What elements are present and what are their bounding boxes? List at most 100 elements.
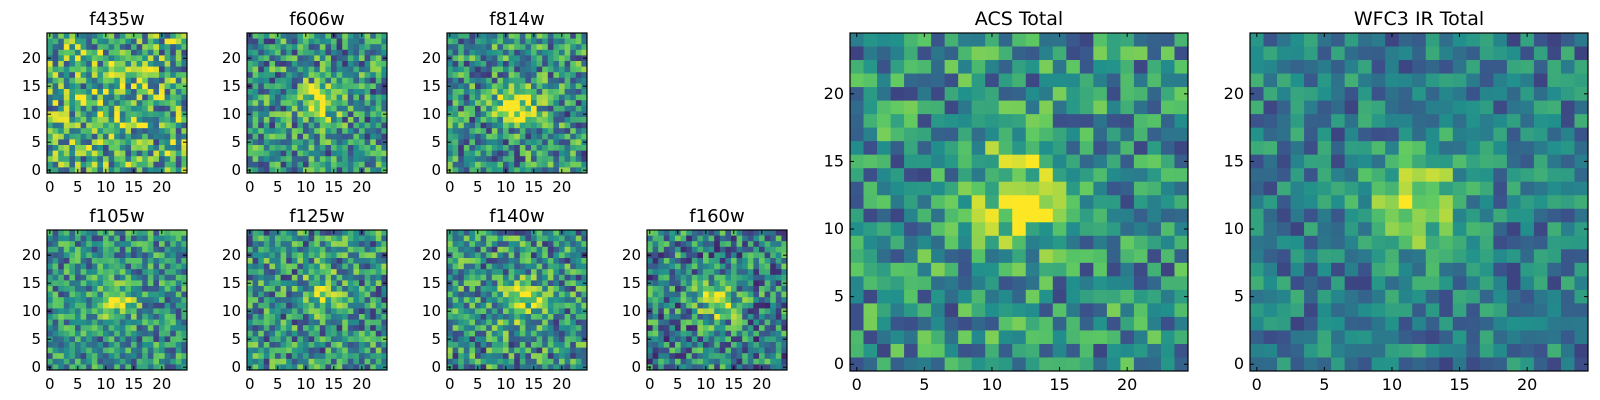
heatmap-cell bbox=[547, 314, 554, 320]
heatmap-cell bbox=[75, 38, 81, 45]
heatmap-cell bbox=[553, 139, 560, 146]
heatmap-cell bbox=[714, 286, 721, 292]
heatmap-cell bbox=[319, 77, 326, 84]
heatmap-cell bbox=[703, 325, 709, 332]
heatmap-cell bbox=[1120, 208, 1135, 223]
heatmap-cell bbox=[658, 364, 665, 371]
heatmap-cell bbox=[108, 241, 115, 248]
heatmap-cell bbox=[531, 241, 537, 248]
heatmap-cell bbox=[1066, 181, 1081, 196]
heatmap-cell bbox=[252, 258, 259, 264]
heatmap-cell bbox=[258, 235, 265, 242]
heatmap-cell bbox=[325, 122, 332, 129]
heatmap-cell bbox=[697, 319, 704, 326]
heatmap-cell bbox=[308, 111, 315, 118]
heatmap-cell bbox=[647, 263, 653, 270]
heatmap-cell bbox=[658, 302, 665, 309]
heatmap-cell bbox=[753, 358, 760, 365]
heatmap-cell bbox=[297, 330, 304, 337]
heatmap-cell bbox=[491, 274, 498, 281]
heatmap-cell bbox=[58, 358, 65, 365]
heatmap-cell bbox=[536, 258, 543, 264]
heatmap-cell bbox=[275, 122, 281, 129]
heatmap-cell bbox=[890, 141, 905, 156]
heatmap-cell bbox=[252, 61, 259, 67]
heatmap-cell bbox=[575, 286, 582, 292]
heatmap-cell bbox=[170, 308, 177, 315]
heatmap-cell bbox=[1093, 208, 1108, 223]
heatmap-cell bbox=[971, 127, 986, 142]
heatmap-cell bbox=[86, 145, 93, 151]
heatmap-cell bbox=[531, 44, 537, 51]
heatmap-cell bbox=[370, 342, 377, 348]
heatmap-cell bbox=[80, 325, 87, 332]
heatmap-cells bbox=[447, 33, 588, 174]
heatmap-cell bbox=[114, 105, 121, 112]
heatmap-cell bbox=[125, 161, 132, 168]
heatmap-cell bbox=[314, 342, 321, 348]
heatmap-cell bbox=[263, 105, 270, 112]
heatmap-cell bbox=[917, 195, 932, 210]
heatmap-cell bbox=[877, 222, 891, 237]
heatmap-cell bbox=[131, 258, 137, 264]
heatmap-cell bbox=[275, 286, 281, 292]
heatmap-cell bbox=[80, 66, 87, 73]
heatmap-cell bbox=[181, 258, 188, 264]
heatmap-cell bbox=[458, 111, 465, 118]
heatmap-cell bbox=[119, 83, 126, 90]
x-tick-label: 20 bbox=[552, 375, 571, 393]
heatmap-cell bbox=[170, 156, 177, 163]
heatmap-cell bbox=[480, 291, 487, 298]
heatmap-cell bbox=[297, 291, 304, 298]
heatmap-cell bbox=[531, 122, 537, 129]
heatmap-cell bbox=[675, 302, 681, 309]
heatmap-cell bbox=[47, 66, 53, 73]
heatmap-cell bbox=[303, 353, 309, 360]
heatmap-cell bbox=[759, 280, 765, 287]
heatmap-cell bbox=[153, 258, 160, 264]
heatmap-cell bbox=[353, 230, 360, 236]
heatmap-cell bbox=[314, 77, 321, 84]
heatmap-cell bbox=[475, 122, 481, 129]
heatmap-cell bbox=[663, 319, 670, 326]
heatmap-cell bbox=[525, 117, 532, 123]
heatmap-cell bbox=[850, 208, 864, 223]
heatmap-cell bbox=[353, 111, 360, 118]
heatmap-cell bbox=[775, 241, 782, 248]
heatmap-cell bbox=[731, 342, 737, 348]
heatmap-cell bbox=[263, 246, 270, 253]
heatmap-cell bbox=[286, 77, 293, 84]
heatmap-cell bbox=[381, 49, 388, 56]
heatmap-cell bbox=[280, 364, 287, 371]
heatmap-cell bbox=[147, 325, 154, 332]
heatmap-cell bbox=[1039, 114, 1054, 129]
heatmap-cell bbox=[652, 241, 659, 248]
heatmap-cell bbox=[708, 308, 715, 315]
heatmap-cell bbox=[119, 302, 126, 309]
heatmap-cell bbox=[170, 258, 177, 264]
heatmap-cell bbox=[658, 274, 665, 281]
heatmap-cell bbox=[275, 358, 281, 365]
heatmap-cell bbox=[359, 44, 365, 51]
heatmap-cell bbox=[514, 252, 521, 259]
heatmap-cell bbox=[119, 49, 126, 56]
heatmap-cell bbox=[697, 235, 704, 242]
heatmap-cell bbox=[514, 302, 521, 309]
heatmap-cell bbox=[175, 133, 182, 140]
heatmap-cell bbox=[114, 230, 121, 236]
heatmap-cell bbox=[581, 263, 588, 270]
heatmap-cell bbox=[275, 235, 281, 242]
heatmap-cell bbox=[497, 314, 504, 320]
heatmap-cell bbox=[291, 133, 298, 140]
heatmap-cell bbox=[781, 342, 788, 348]
heatmap-cell bbox=[181, 291, 188, 298]
heatmap-cell bbox=[97, 100, 104, 107]
heatmap-cell bbox=[675, 263, 681, 270]
heatmap-cell bbox=[686, 297, 693, 304]
heatmap-cell bbox=[97, 325, 104, 332]
heatmap-cell bbox=[91, 280, 98, 287]
x-tick-label: 0 bbox=[245, 375, 255, 393]
heatmap-cell bbox=[263, 94, 270, 101]
heatmap-cell bbox=[581, 77, 588, 84]
heatmap-cell bbox=[359, 336, 365, 343]
